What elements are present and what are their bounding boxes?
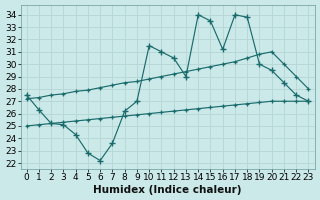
X-axis label: Humidex (Indice chaleur): Humidex (Indice chaleur)	[93, 185, 242, 195]
